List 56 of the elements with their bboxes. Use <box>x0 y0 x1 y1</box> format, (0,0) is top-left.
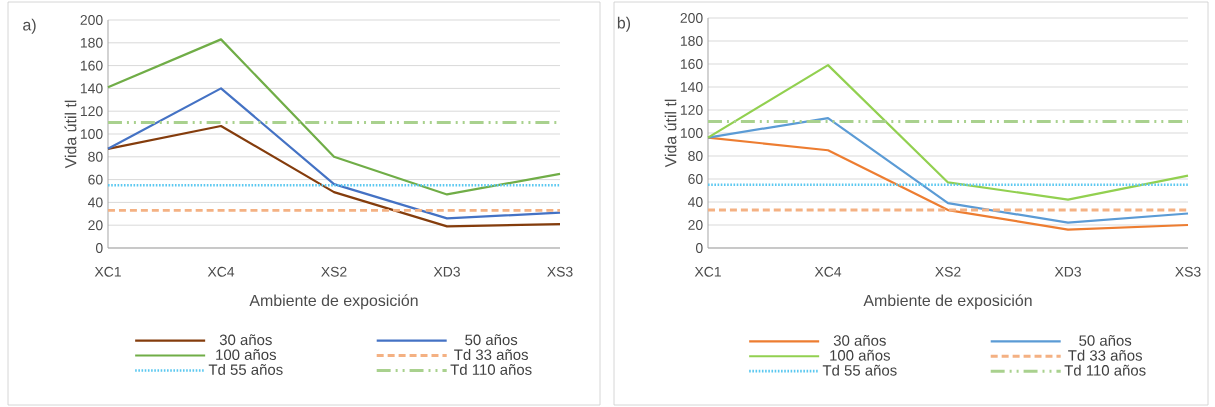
legend-label: 30 años <box>833 334 886 346</box>
x-tick-label: XS2 <box>321 266 347 277</box>
y-tick-label: 40 <box>687 197 703 207</box>
y-tick-label: 100 <box>80 129 103 139</box>
y-axis-title: Vida útil tl <box>64 100 77 169</box>
y-tick-label: 80 <box>88 151 103 162</box>
x-tick-label: XS3 <box>1175 266 1201 277</box>
line-series <box>706 64 1190 201</box>
legend-label: 50 años <box>465 334 518 346</box>
y-tick-label: 180 <box>80 37 103 48</box>
legend-label: Td 55 años <box>822 364 897 376</box>
legend-label: 50 años <box>1079 334 1132 346</box>
x-tick-label: XD3 <box>1054 266 1081 277</box>
legend-label: Td 110 años <box>450 363 532 375</box>
y-tick-label: 140 <box>680 82 703 92</box>
y-tick-label: 0 <box>95 243 103 253</box>
legend-label: Td 33 años <box>454 349 528 361</box>
legend-label: 30 años <box>219 334 272 346</box>
x-tick-label: XC4 <box>207 266 235 277</box>
x-tick-label: XC1 <box>694 266 721 277</box>
legend-label: Td 33 años <box>1068 349 1142 361</box>
y-tick-label: 0 <box>695 243 703 253</box>
x-axis-title: Ambiente de exposición <box>863 294 1032 310</box>
x-tick-label: XC4 <box>814 266 842 277</box>
y-axis-title: Vida útil tl <box>664 99 677 168</box>
y-tick-label: 120 <box>680 105 703 115</box>
y-tick-label: 100 <box>680 128 703 138</box>
y-tick-label: 140 <box>80 83 103 94</box>
y-tick-label: 60 <box>88 174 103 185</box>
x-tick-label: XS2 <box>935 266 961 277</box>
line-series <box>706 136 1190 231</box>
chart-title: b) <box>617 16 631 32</box>
y-tick-label: 120 <box>80 106 103 117</box>
line-series <box>106 38 562 196</box>
y-tick-label: 180 <box>680 36 703 46</box>
y-tick-label: 60 <box>688 174 703 184</box>
y-tick-label: 160 <box>80 60 103 71</box>
legend-label: Td 55 años <box>208 363 283 375</box>
chart-title: a) <box>23 18 36 34</box>
x-tick-label: XD3 <box>433 266 460 277</box>
x-axis-title: Ambiente de exposición <box>249 294 418 310</box>
line-series <box>106 124 562 228</box>
y-tick-label: 20 <box>88 220 103 231</box>
y-tick-label: 20 <box>688 220 703 230</box>
y-tick-label: 80 <box>688 151 703 161</box>
y-tick-label: 40 <box>87 197 103 208</box>
y-tick-label: 160 <box>680 59 703 69</box>
legend-label: 100 años <box>216 349 276 360</box>
legend-label: 100 años <box>830 349 890 361</box>
line-series <box>706 116 1190 224</box>
x-tick-label: XS3 <box>547 266 573 277</box>
line-series <box>106 87 562 220</box>
legend-label: Td 110 años <box>1064 364 1146 376</box>
y-tick-label: 200 <box>680 13 703 23</box>
y-tick-label: 200 <box>80 15 103 25</box>
x-tick-label: XC1 <box>94 266 121 277</box>
